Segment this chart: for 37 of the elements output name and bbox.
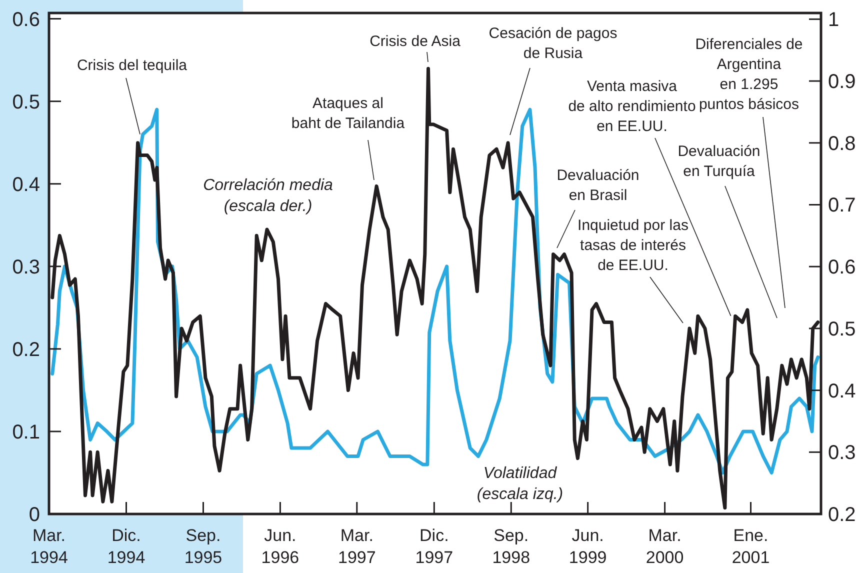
y2-tick-label: 0.9: [828, 71, 856, 94]
x-tick-label: Ene. 2001: [732, 526, 770, 567]
y2-tick-label: 0.5: [828, 318, 856, 340]
y2-tick-label: 0.6: [828, 256, 856, 279]
annotation: Devaluación en Turquía: [678, 143, 760, 180]
x-tick-label: Dic. 1994: [107, 526, 146, 567]
y2-tick-label: 0.4: [828, 380, 856, 402]
x-tick-label: Dic. 1997: [415, 526, 454, 567]
y2-tick-label: 0.2: [828, 504, 856, 526]
y-tick-label: 0.3: [12, 256, 40, 278]
series-label: Volatilidad (escala izq.): [476, 465, 564, 503]
y2-tick-label: 0.8: [828, 132, 856, 155]
y-tick-label: 0.5: [12, 91, 40, 114]
y2-tick-label: 0.3: [828, 442, 856, 464]
y-tick-label: 0.6: [12, 8, 40, 31]
y-tick-label: 0.1: [12, 421, 40, 444]
annotation: Ataques al baht de Tailandia: [291, 95, 406, 132]
x-tick-label: Sep. 1998: [492, 526, 530, 567]
x-tick-label: Jun. 1999: [568, 526, 607, 567]
annotation: Inquietud por las tasas de interés de EE.UU.: [578, 217, 688, 274]
y-tick-label: 0.2: [12, 338, 40, 361]
annotation: Crisis del tequila: [76, 57, 188, 74]
annotation: Cesación de pagos de Rusia: [488, 25, 618, 62]
annotation: Venta masiva de alto rendimiento en EE.UU.: [568, 78, 696, 135]
y2-tick-label: 0.7: [828, 194, 856, 217]
annotation: Crisis de Asia: [370, 33, 462, 50]
annotation: Diferenciales de Argentina en 1.295 puntos básicos: [695, 36, 803, 113]
y2-tick-label: 1: [828, 9, 840, 32]
x-tick-label: Jun. 1996: [261, 526, 300, 567]
annotation: Devaluación en Brasil: [556, 167, 640, 204]
text: Correlación media (escala der.): [203, 177, 334, 215]
y-tick-label: 0: [28, 504, 40, 526]
x-tick-label: Mar. 1997: [338, 526, 376, 567]
x-tick-label: Mar. 1994: [30, 526, 68, 567]
y-tick-label: 0.4: [12, 174, 40, 196]
x-tick-label: Sep. 1995: [184, 526, 222, 567]
x-tick-label: Mar. 2000: [646, 526, 684, 567]
